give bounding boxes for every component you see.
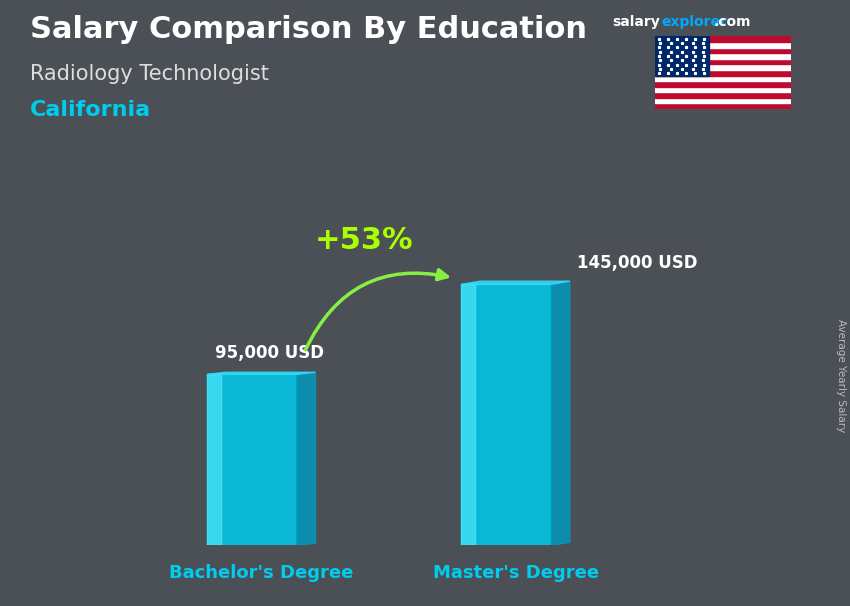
Polygon shape	[207, 375, 220, 545]
Polygon shape	[207, 372, 315, 375]
Bar	[654, 53, 790, 59]
Text: 95,000 USD: 95,000 USD	[214, 344, 324, 362]
Bar	[654, 76, 790, 81]
Polygon shape	[462, 281, 570, 284]
Text: 145,000 USD: 145,000 USD	[577, 254, 698, 271]
Polygon shape	[297, 372, 315, 545]
Bar	[654, 104, 790, 109]
Polygon shape	[207, 375, 297, 545]
Bar	[654, 98, 790, 104]
Text: salary: salary	[612, 15, 660, 29]
Text: +53%: +53%	[314, 225, 413, 255]
Polygon shape	[462, 284, 551, 545]
Polygon shape	[462, 284, 475, 545]
Text: Bachelor's Degree: Bachelor's Degree	[169, 564, 354, 582]
Bar	[654, 70, 790, 76]
Bar	[654, 87, 790, 92]
Text: California: California	[30, 100, 151, 120]
FancyArrowPatch shape	[305, 270, 447, 350]
Bar	[654, 92, 790, 98]
Text: explorer: explorer	[661, 15, 728, 29]
Text: Radiology Technologist: Radiology Technologist	[30, 64, 269, 84]
Bar	[654, 42, 790, 47]
Text: Master's Degree: Master's Degree	[433, 564, 598, 582]
Text: Average Yearly Salary: Average Yearly Salary	[836, 319, 846, 432]
Bar	[654, 36, 709, 76]
Bar	[654, 47, 790, 53]
Polygon shape	[551, 281, 570, 545]
Bar	[654, 64, 790, 70]
Bar	[654, 36, 790, 42]
Text: Salary Comparison By Education: Salary Comparison By Education	[30, 15, 586, 44]
Bar	[654, 59, 790, 64]
Text: .com: .com	[714, 15, 751, 29]
Bar	[654, 81, 790, 87]
